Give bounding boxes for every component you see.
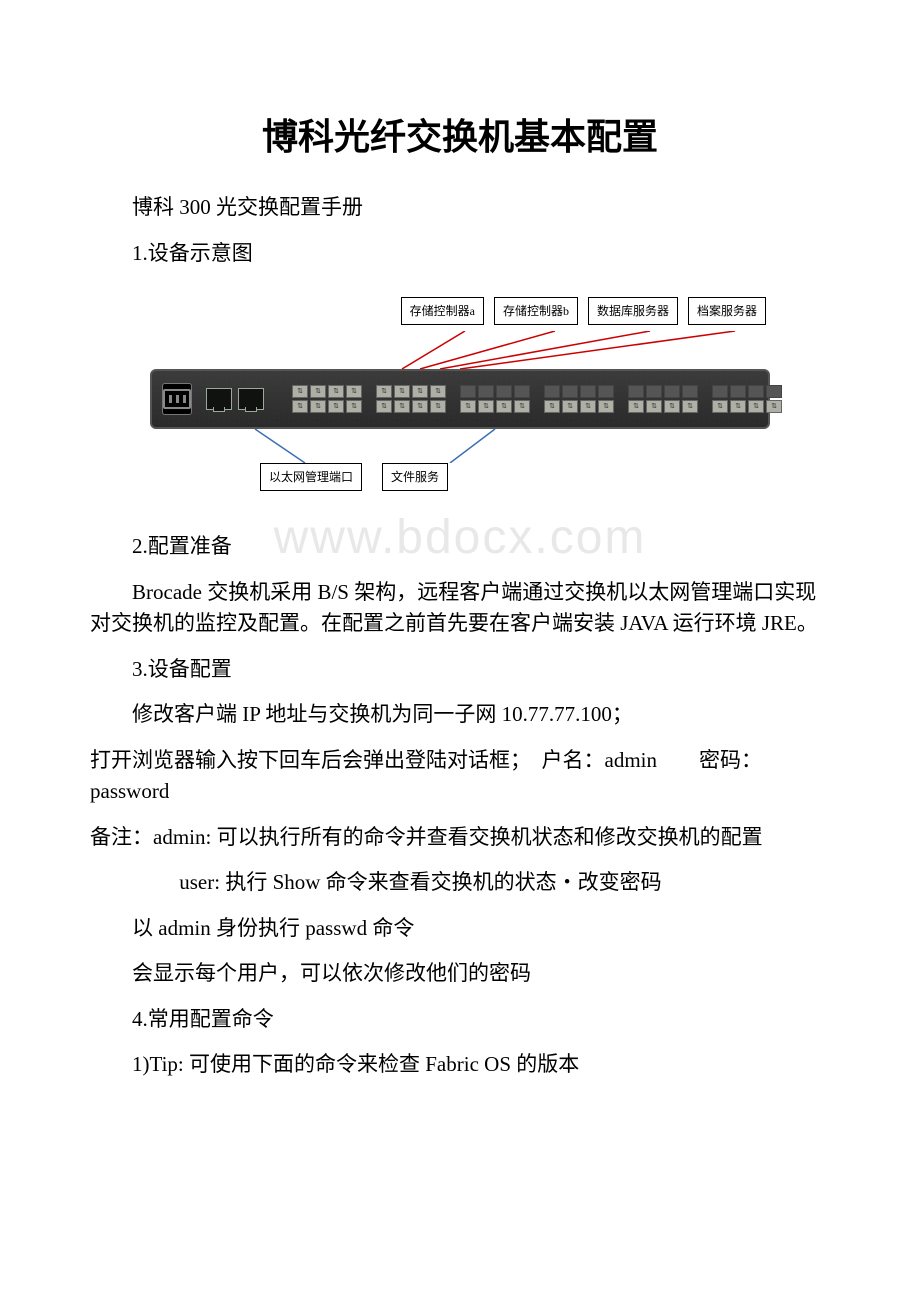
step-browser: 打开浏览器输入按下回车后会弹出登陆对话框； 户名：admin 密码：passwo…: [90, 745, 830, 808]
step-passwd: 以 admin 身份执行 passwd 命令: [90, 913, 830, 945]
diagram-top-connectors: [150, 331, 770, 369]
power-supply-icon: [162, 383, 192, 415]
step-passwd-2: 会显示每个用户，可以依次修改他们的密码: [90, 958, 830, 990]
diagram-top-labels: 存储控制器a 存储控制器b 数据库服务器 档案服务器: [150, 297, 770, 325]
diagram-bottom-connectors: [150, 429, 770, 463]
note-admin: 备注：admin: 可以执行所有的命令并查看交换机状态和修改交换机的配置: [90, 822, 830, 854]
label-db-server: 数据库服务器: [588, 297, 678, 325]
sfp-port-group-4: ⇅ ⇅ ⇅ ⇅: [544, 385, 614, 413]
switch-chassis: ⇅⇅ ⇅⇅ ⇅⇅ ⇅⇅ ⇅⇅ ⇅⇅ ⇅⇅ ⇅⇅ ⇅ ⇅ ⇅ ⇅ ⇅ ⇅ ⇅ ⇅ …: [150, 369, 770, 429]
section-2-heading: 2.配置准备: [90, 531, 830, 563]
sfp-port-group-2: ⇅⇅ ⇅⇅ ⇅⇅ ⇅⇅: [376, 385, 446, 413]
rj45-port-icon: [206, 388, 232, 410]
label-mgmt-port: 以太网管理端口: [260, 463, 362, 491]
step-ip: 修改客户端 IP 地址与交换机为同一子网 10.77.77.100；: [90, 699, 830, 731]
label-storage-b: 存储控制器b: [494, 297, 578, 325]
sfp-port-group-3: ⇅ ⇅ ⇅ ⇅: [460, 385, 530, 413]
sfp-port-group-1: ⇅⇅ ⇅⇅ ⇅⇅ ⇅⇅: [292, 385, 362, 413]
sfp-port-group-6: ⇅ ⇅ ⇅ ⇅: [712, 385, 782, 413]
device-diagram: 存储控制器a 存储控制器b 数据库服务器 档案服务器 ⇅⇅ ⇅⇅ ⇅⇅ ⇅⇅ ⇅…: [150, 297, 770, 491]
note-user: user: 执行 Show 命令来查看交换机的状态・改变密码: [90, 867, 830, 899]
section-4-heading: 4.常用配置命令: [90, 1004, 830, 1036]
section-3-heading: 3.设备配置: [90, 654, 830, 686]
section-1-heading: 1.设备示意图: [90, 238, 830, 270]
label-file-service: 文件服务: [382, 463, 448, 491]
section-2-body: Brocade 交换机采用 B/S 架构，远程客户端通过交换机以太网管理端口实现…: [90, 577, 830, 640]
sfp-port-group-5: ⇅ ⇅ ⇅ ⇅: [628, 385, 698, 413]
tip-version: 1)Tip: 可使用下面的命令来检查 Fabric OS 的版本: [90, 1049, 830, 1081]
label-archive-server: 档案服务器: [688, 297, 766, 325]
diagram-bottom-labels: 以太网管理端口 文件服务: [150, 463, 770, 491]
mgmt-ports: [206, 388, 264, 410]
rj45-port-icon: [238, 388, 264, 410]
label-storage-a: 存储控制器a: [401, 297, 484, 325]
subtitle: 博科 300 光交换配置手册: [90, 192, 830, 224]
page-title: 博科光纤交换机基本配置: [90, 110, 830, 164]
